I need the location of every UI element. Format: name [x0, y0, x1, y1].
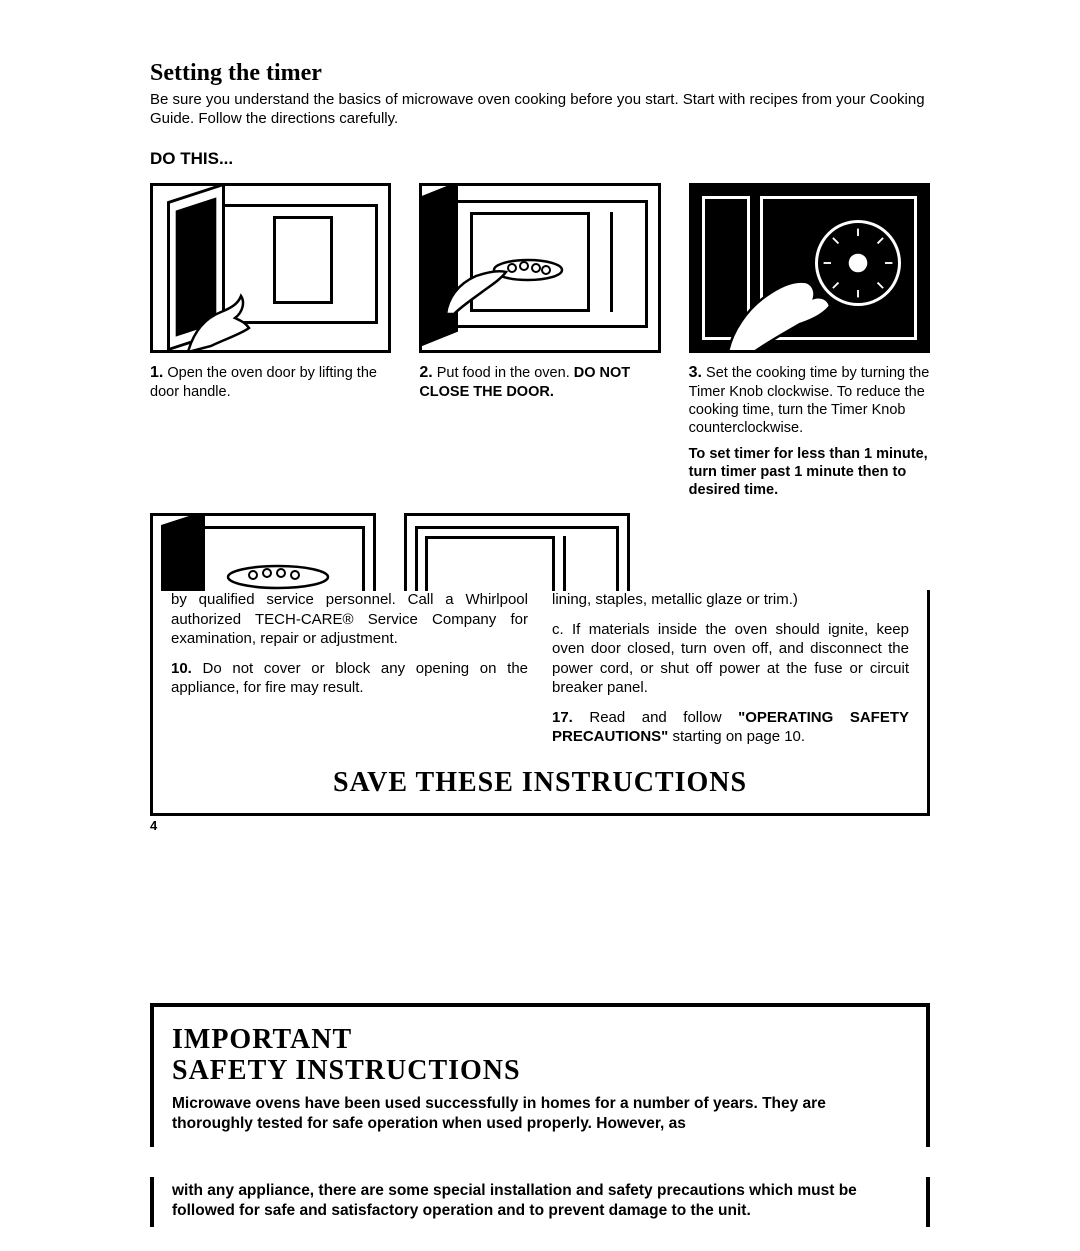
- step-1-text: 1. Open the oven door by lifting the doo…: [150, 363, 391, 401]
- step-2: 2. Put food in the oven. DO NOT CLOSE TH…: [419, 183, 660, 500]
- safety-paragraph-2: with any appliance, there are some speci…: [172, 1181, 908, 1221]
- section-heading: Setting the timer: [150, 60, 930, 87]
- step-1-illustration: [150, 183, 391, 353]
- step-3-tip: To set timer for less than 1 minute, tur…: [689, 445, 930, 499]
- step-1: 1. Open the oven door by lifting the doo…: [150, 183, 391, 500]
- hand-icon: [183, 284, 273, 353]
- steps-row: 1. Open the oven door by lifting the doo…: [150, 183, 930, 500]
- step-3-body: Set the cooking time by turning the Time…: [689, 365, 930, 436]
- save-instructions-heading: SAVE THESE INSTRUCTIONS: [171, 767, 909, 799]
- page-number: 4: [150, 818, 1080, 833]
- step-1-body: Open the oven door by lifting the door h…: [150, 365, 377, 400]
- fragment-right-p3: 17. Read and follow "OPERATING SAFETY PR…: [552, 708, 909, 747]
- steps-row-2: [150, 513, 930, 591]
- safety-heading-1: IMPORTANT: [172, 1025, 908, 1056]
- fragment-num-10: 10.: [171, 660, 192, 677]
- fragment-10-text: Do not cover or block any opening on the…: [171, 660, 528, 697]
- fragment-left-column: by qualified service personnel. Call a W…: [171, 590, 528, 757]
- fragment-left-p1: by qualified service personnel. Call a W…: [171, 590, 528, 649]
- fragment-right-column: lining, staples, metallic glaze or trim.…: [552, 590, 909, 757]
- section-intro: Be sure you understand the basics of mic…: [150, 91, 930, 129]
- fragment-left-p2: 10. Do not cover or block any opening on…: [171, 659, 528, 698]
- step-3-illustration: [689, 183, 930, 353]
- step-3: 3. Set the cooking time by turning the T…: [689, 183, 930, 500]
- step-2-text: 2. Put food in the oven. DO NOT CLOSE TH…: [419, 363, 660, 401]
- safety-heading-2: SAFETY INSTRUCTIONS: [172, 1056, 908, 1087]
- step-3-text: 3. Set the cooking time by turning the T…: [689, 363, 930, 437]
- hand-turning-icon: [720, 244, 850, 353]
- step-5-illustration-fragment: [404, 513, 630, 591]
- dish-icon: [223, 562, 333, 591]
- hand-with-dish-icon: [440, 236, 570, 316]
- fragment-17a: Read and follow: [589, 709, 738, 726]
- step-2-illustration: [419, 183, 660, 353]
- instructions-fragment-box: by qualified service personnel. Call a W…: [150, 590, 930, 816]
- step-4-illustration-fragment: [150, 513, 376, 591]
- fragment-right-p2: c. If materials inside the oven should i…: [552, 620, 909, 698]
- safety-box: IMPORTANT SAFETY INSTRUCTIONS Microwave …: [150, 1003, 930, 1147]
- fragment-17c: starting on page 10.: [668, 728, 805, 745]
- step-2-num: 2.: [419, 364, 432, 381]
- fragment-num-17: 17.: [552, 709, 573, 726]
- safety-paragraph-1: Microwave ovens have been used successfu…: [172, 1094, 908, 1134]
- step-1-num: 1.: [150, 364, 163, 381]
- step-3-num: 3.: [689, 364, 702, 381]
- fragment-right-p1: lining, staples, metallic glaze or trim.…: [552, 590, 909, 610]
- do-this-label: DO THIS...: [150, 149, 930, 169]
- step-2-body-a: Put food in the oven.: [437, 365, 574, 381]
- safety-box-continued: with any appliance, there are some speci…: [150, 1177, 930, 1227]
